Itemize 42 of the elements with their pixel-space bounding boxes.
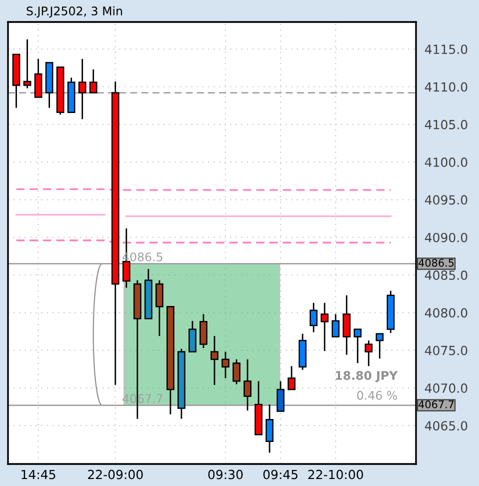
- candlestick: [210, 335, 218, 386]
- y-tick-label: 4115.0: [424, 44, 468, 54]
- y-tick-label: 4095.0: [424, 195, 468, 205]
- annotation: 18.80 JPY: [336, 371, 398, 382]
- candlestick: [354, 328, 362, 364]
- candlestick: [34, 58, 42, 98]
- candlestick: [232, 358, 240, 385]
- candlestick: [364, 340, 373, 367]
- ref-line-label: 4086.5: [418, 258, 454, 267]
- x-tick-label: 09:30: [208, 470, 243, 480]
- y-tick-label: 4080.0: [424, 308, 468, 318]
- candlestick: [200, 313, 208, 349]
- x-tick-label: 09:45: [263, 470, 298, 480]
- x-tick-label: 22-09:00: [88, 470, 143, 480]
- chart-title: S.JP.J2502, 3 Min: [26, 6, 122, 18]
- candlestick: [376, 333, 384, 360]
- y-tick-label: 4065.0: [424, 421, 468, 431]
- x-tick-label: 14:45: [22, 470, 56, 480]
- candlestick: [342, 294, 351, 356]
- y-tick-label: 4070.0: [424, 383, 468, 393]
- candlestick: [332, 313, 340, 338]
- candlestick: [266, 404, 274, 454]
- candlestick: [23, 38, 32, 89]
- ref-line-label: 4067.7: [418, 400, 454, 408]
- candlestick: [222, 351, 230, 379]
- candlestick: [276, 380, 284, 412]
- candlestick: [288, 365, 296, 390]
- candlestick: [89, 68, 98, 94]
- candlestick: [244, 358, 252, 412]
- y-tick-label: 4100.0: [424, 158, 468, 167]
- x-tick-label: 22-10:00: [308, 470, 363, 480]
- y-tick-label: 4085.0: [424, 270, 468, 280]
- annotation: 0.46 %: [357, 390, 397, 400]
- candlestick: [155, 280, 164, 337]
- y-tick-label: 4110.0: [424, 82, 468, 92]
- y-tick-label: 4105.0: [424, 120, 468, 130]
- candlestick: [320, 302, 329, 352]
- candlestick: [78, 58, 86, 120]
- candlestick: [188, 320, 196, 352]
- y-tick-label: 4075.0: [424, 346, 468, 356]
- candlestick: [310, 302, 318, 333]
- y-tick-label: 4090.0: [424, 232, 468, 242]
